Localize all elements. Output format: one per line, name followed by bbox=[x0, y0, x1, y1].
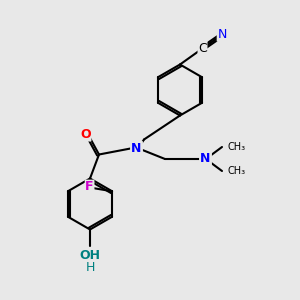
Text: C: C bbox=[198, 41, 207, 55]
Text: O: O bbox=[80, 128, 91, 141]
Text: H: H bbox=[85, 261, 95, 274]
Text: OH: OH bbox=[80, 249, 100, 262]
Text: N: N bbox=[200, 152, 211, 166]
Text: CH₃: CH₃ bbox=[227, 166, 245, 176]
Text: F: F bbox=[85, 180, 94, 193]
Text: CH₃: CH₃ bbox=[227, 142, 245, 152]
Text: N: N bbox=[131, 142, 142, 155]
Text: N: N bbox=[217, 28, 227, 41]
